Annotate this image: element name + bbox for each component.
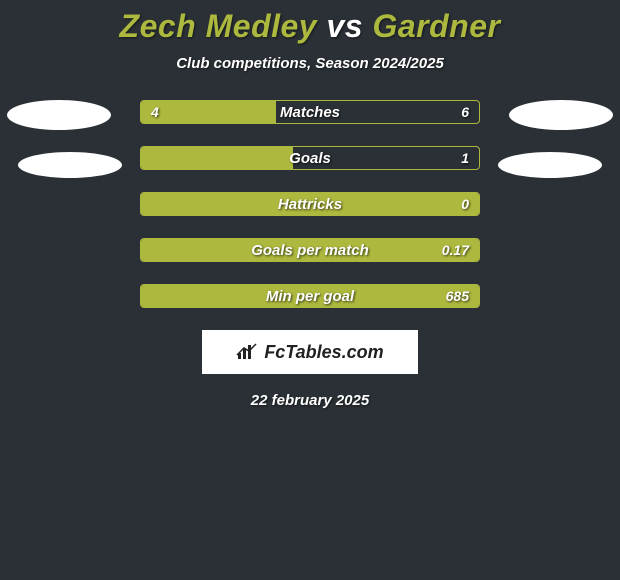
stat-bar: Hattricks0 [140, 192, 480, 216]
stat-right-value: 6 [461, 101, 469, 123]
stat-label: Matches [141, 101, 479, 123]
stat-label: Goals [141, 147, 479, 169]
subtitle: Club competitions, Season 2024/2025 [0, 55, 620, 72]
stat-bar: Goals per match0.17 [140, 238, 480, 262]
player2-avatar-top [509, 100, 613, 130]
stat-right-value: 0.17 [442, 239, 469, 261]
player1-avatar-top [7, 100, 111, 130]
stat-label: Goals per match [141, 239, 479, 261]
date-text: 22 february 2025 [0, 392, 620, 409]
stat-label: Hattricks [141, 193, 479, 215]
stat-bar: Min per goal685 [140, 284, 480, 308]
player1-avatar-bottom [18, 152, 122, 178]
stat-bar: Goals1 [140, 146, 480, 170]
chart-area: 4Matches6 Goals1 Hattricks0 Goals per match… [0, 100, 620, 308]
vs-text: vs [326, 8, 363, 44]
chart-icon [236, 343, 258, 361]
stat-right-value: 1 [461, 147, 469, 169]
player2-name: Gardner [372, 8, 500, 44]
fctables-logo: FcTables.com [202, 330, 418, 374]
stat-bars-container: 4Matches6 Goals1 Hattricks0 Goals per match… [140, 100, 480, 308]
player1-name: Zech Medley [120, 8, 318, 44]
stat-right-value: 0 [461, 193, 469, 215]
stat-label: Min per goal [141, 285, 479, 307]
stat-bar: 4Matches6 [140, 100, 480, 124]
comparison-title: Zech Medley vs Gardner [0, 0, 620, 45]
player2-avatar-bottom [498, 152, 602, 178]
logo-text: FcTables.com [264, 342, 383, 363]
stat-right-value: 685 [446, 285, 469, 307]
